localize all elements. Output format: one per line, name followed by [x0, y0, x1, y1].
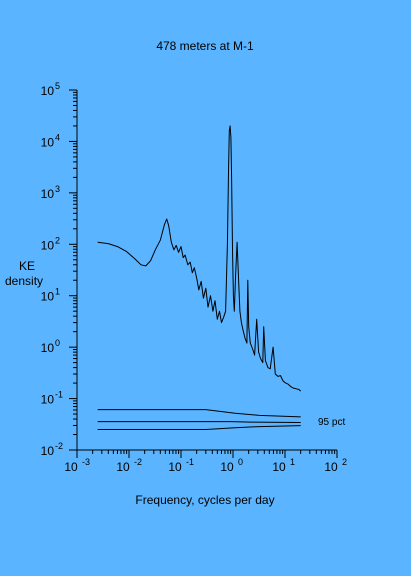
y-tick-label-exponent: 2 [55, 235, 60, 245]
x-tick-label-exponent: 2 [342, 457, 347, 467]
x-tick-label-exponent: 0 [238, 457, 243, 467]
y-tick-label-exponent: 1 [55, 287, 60, 297]
x-tick-label-exponent: -1 [186, 457, 194, 467]
confidence-bars [97, 409, 301, 430]
confidence-lower-line [97, 425, 301, 430]
chart-title: 478 meters at M-1 [156, 39, 254, 53]
y-axis-label-line-2: density [5, 274, 43, 288]
x-tick-label-exponent: 1 [290, 457, 295, 467]
x-tick-label: 10 [64, 460, 78, 474]
x-tick-label: 10 [272, 460, 286, 474]
x-axis-label: Frequency, cycles per day [135, 493, 274, 507]
x-tick-label: 10 [324, 460, 338, 474]
confidence-upper-line [97, 409, 301, 418]
y-tick-label-exponent: 4 [55, 132, 60, 142]
x-tick-label: 10 [116, 460, 130, 474]
x-tick-label-exponent: -3 [82, 457, 90, 467]
confidence-label: 95 pct [318, 417, 345, 428]
spectrum-line [97, 125, 302, 392]
y-tick-label: 10 [41, 238, 55, 252]
axes: 10 -3 10 -2 10 -1 10 0 10 1 10 210 510 410 310 210 110 01… [41, 81, 347, 474]
y-tick-label: 10 [41, 135, 55, 149]
y-tick-label: 10 [41, 84, 55, 98]
y-tick-label-exponent: 5 [55, 81, 60, 91]
spectrum-series [97, 125, 302, 392]
y-tick-label: 10 [41, 393, 55, 407]
y-tick-label: 10 [41, 341, 55, 355]
y-tick-label-exponent: -1 [55, 390, 63, 400]
confidence-center-line [97, 421, 301, 423]
y-tick-label: 10 [41, 290, 55, 304]
x-tick-label: 10 [168, 460, 182, 474]
y-tick-label: 10 [41, 187, 55, 201]
y-axis-label-line-1: KE [19, 259, 35, 273]
y-tick-label-exponent: 0 [55, 338, 60, 348]
y-tick-label: 10 [41, 444, 55, 458]
y-tick-label-exponent: -2 [55, 441, 63, 451]
y-tick-label-exponent: 3 [55, 184, 60, 194]
x-tick-label: 10 [220, 460, 234, 474]
x-tick-label-exponent: -2 [134, 457, 142, 467]
